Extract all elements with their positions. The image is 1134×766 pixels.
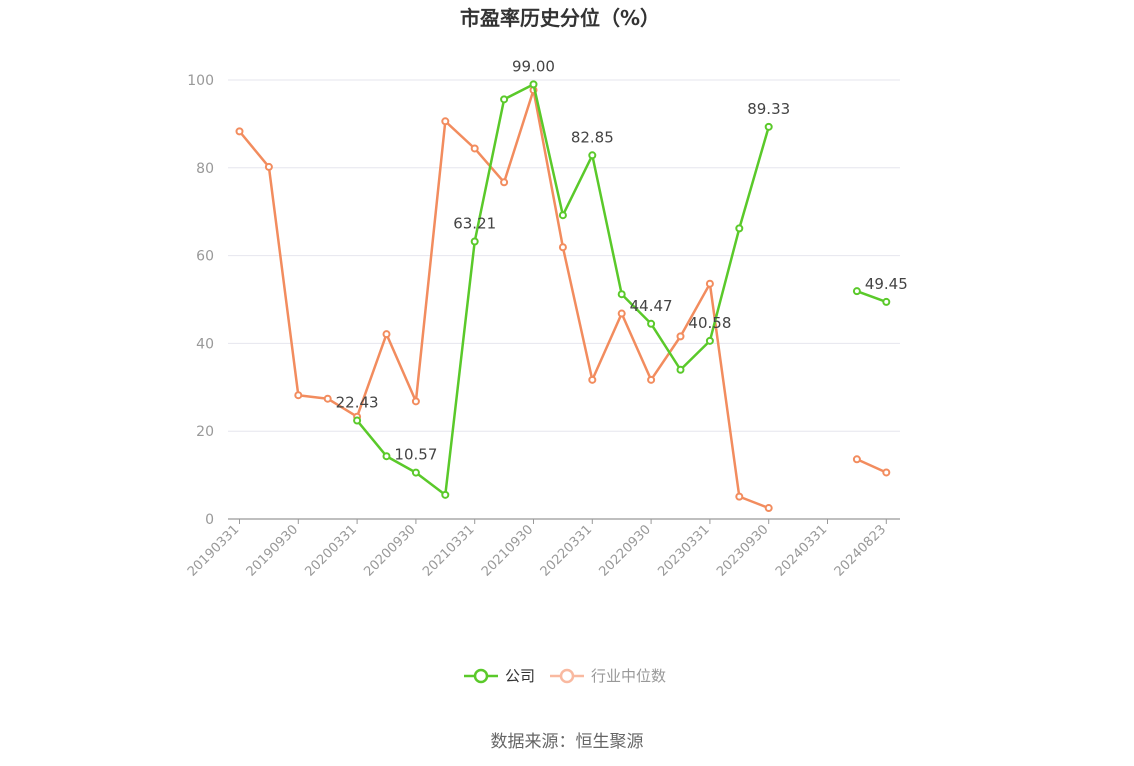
data-point (529, 80, 538, 89)
x-tick-label: 20210930 (479, 522, 536, 579)
data-label: 10.57 (394, 446, 437, 464)
data-point (647, 375, 656, 384)
y-tick-label: 40 (196, 336, 214, 352)
data-point (882, 297, 891, 306)
data-point (764, 504, 773, 513)
series-line (238, 88, 770, 510)
data-point (705, 336, 714, 345)
data-point (705, 279, 714, 288)
legend-item-company[interactable]: 公司 (464, 667, 535, 685)
legend-item-industry-median[interactable]: 行业中位数 (550, 667, 666, 685)
axes: 0 20 40 60 80 100 20190331 20190930 20200331 2020… (185, 73, 900, 580)
data-point (676, 365, 685, 374)
series-layer (235, 80, 891, 513)
data-label: 82.85 (571, 128, 614, 146)
data-point (588, 375, 597, 384)
data-point (882, 468, 891, 477)
data-label: 22.43 (336, 394, 379, 412)
data-point (441, 117, 450, 126)
data-source: 数据来源：恒生聚源 (491, 732, 644, 752)
data-point (676, 332, 685, 341)
legend-marker (473, 668, 489, 684)
data-point (588, 151, 597, 160)
data-point (500, 178, 509, 187)
data-point (558, 243, 567, 252)
data-point (441, 490, 450, 499)
data-point (852, 287, 861, 296)
series-company (353, 80, 891, 499)
y-tick-label: 20 (196, 424, 214, 440)
data-point (264, 162, 273, 171)
y-tick-label: 60 (196, 249, 214, 265)
series-line (856, 458, 887, 474)
data-point (852, 455, 861, 464)
data-point (353, 416, 362, 425)
data-label: 44.47 (630, 297, 673, 315)
data-point (735, 492, 744, 501)
series-line (856, 289, 887, 304)
x-tick-label: 20240823 (832, 522, 889, 579)
series-industry-median (235, 86, 891, 513)
data-point (411, 468, 420, 477)
x-tick-label: 20190930 (244, 522, 301, 579)
x-tick-label: 20200930 (361, 522, 418, 579)
data-point (558, 211, 567, 220)
data-point (411, 397, 420, 406)
data-label: 99.00 (512, 57, 555, 75)
y-tick-label: 80 (196, 161, 214, 177)
data-point (617, 290, 626, 299)
x-tick-label: 20190331 (185, 522, 242, 579)
data-point (617, 309, 626, 318)
data-point (235, 127, 244, 136)
data-point (470, 237, 479, 246)
legend-label: 行业中位数 (591, 667, 666, 685)
data-point (735, 224, 744, 233)
legend-marker (559, 668, 575, 684)
data-label: 40.58 (688, 314, 731, 332)
x-tick-label: 20230930 (714, 522, 771, 579)
x-tick-label: 20220331 (538, 522, 595, 579)
chart-title: 市盈率历史分位（%） (460, 6, 660, 30)
data-point (764, 122, 773, 131)
data-point (382, 452, 391, 461)
data-label: 89.33 (747, 100, 790, 118)
y-tick-label: 0 (205, 512, 214, 528)
data-point (647, 319, 656, 328)
x-tick-label: 20240331 (773, 522, 830, 579)
legend-label: 公司 (505, 667, 535, 685)
legend[interactable]: 公司 行业中位数 (464, 667, 666, 685)
data-labels: 22.43 10.57 63.21 99.00 82.85 44.47 40.58 89.33… (336, 57, 908, 463)
data-point (294, 391, 303, 400)
x-tick-label: 20220930 (597, 522, 654, 579)
x-tick-label: 20200331 (303, 522, 360, 579)
data-point (470, 144, 479, 153)
x-tick-label: 20210331 (420, 522, 477, 579)
x-tick-label: 20230331 (655, 522, 712, 579)
data-label: 49.45 (865, 275, 908, 293)
data-point (500, 95, 509, 104)
y-tick-label: 100 (187, 73, 214, 89)
data-point (323, 394, 332, 403)
data-label: 63.21 (453, 215, 496, 233)
data-point (382, 330, 391, 339)
